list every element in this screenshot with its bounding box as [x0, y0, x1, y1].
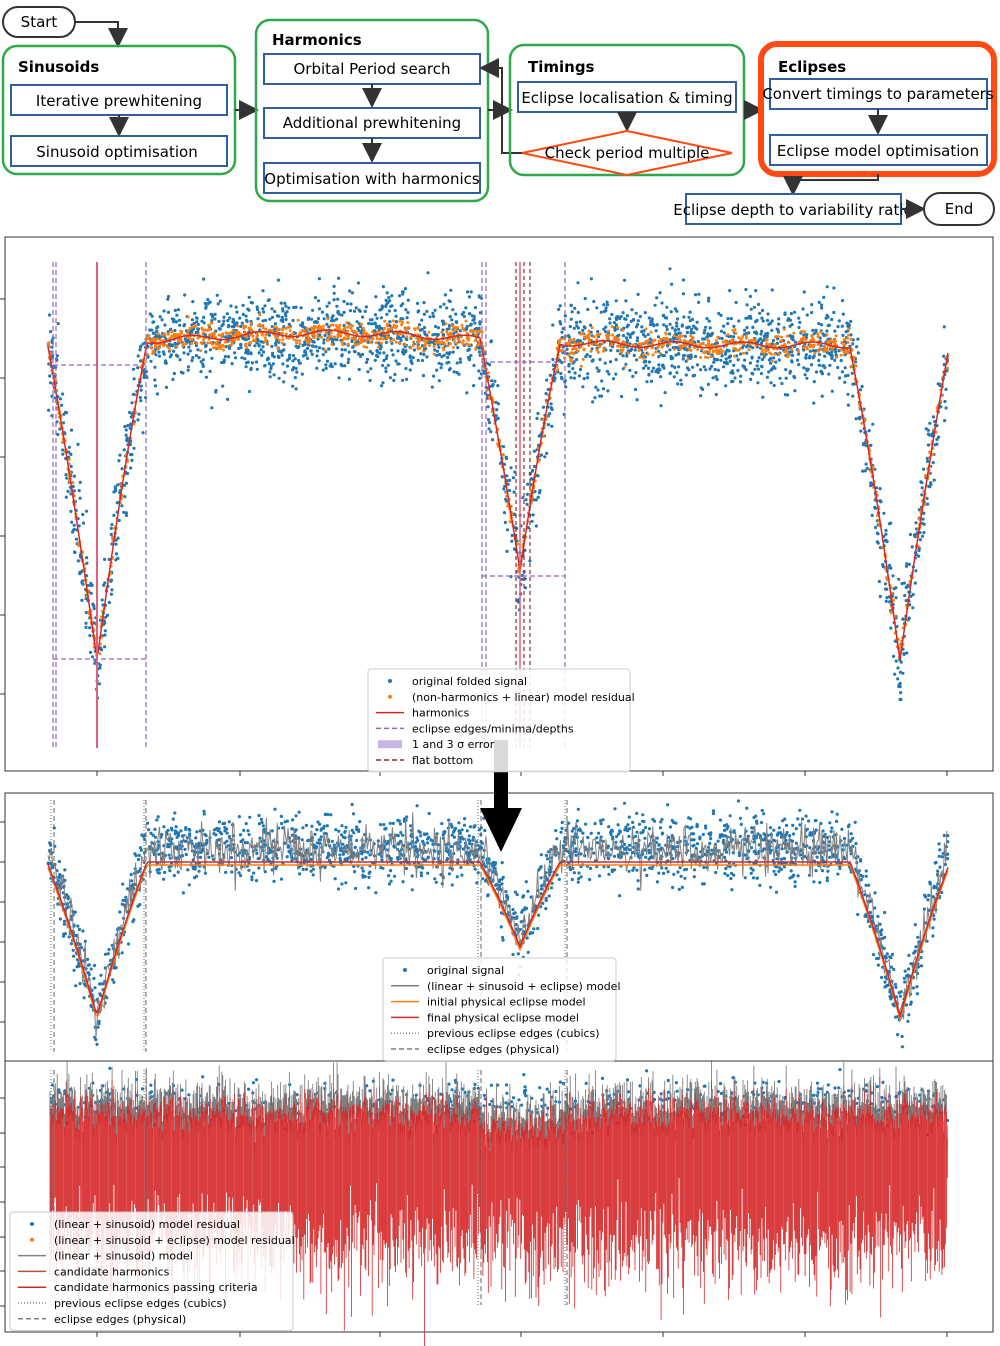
eclipses-title: Eclipses: [778, 58, 846, 76]
depth-ratio-label: Eclipse depth to variability ratio: [673, 201, 912, 219]
end-node: [923, 192, 995, 226]
sinusoids-title: Sinusoids: [18, 58, 99, 76]
panel-3-harmonics-line: [49, 1076, 948, 1346]
orbital-period-search-label: Orbital Period search: [293, 60, 450, 78]
sinusoid-optimisation-label: Sinusoid optimisation: [36, 143, 197, 161]
legend-marker: [388, 694, 392, 699]
legend-box: [367, 668, 631, 773]
additional-prewhitening-box: [263, 107, 481, 139]
panel-2-final-eclipse-model: [47, 861, 949, 1019]
convert-timings-box: [769, 78, 988, 110]
legend-label: original folded signal: [412, 675, 527, 688]
depth-ratio-box: [685, 193, 902, 225]
panel-3-legend: (linear + sinusoid) model residual (linea…: [9, 1211, 295, 1332]
eclipse-localisation-label: Eclipse localisation & timing: [521, 89, 732, 107]
eclipse-model-optimisation-label: Eclipse model optimisation: [777, 142, 979, 160]
panel-2-legend: original signal (linear + sinusoid + ecli…: [382, 957, 621, 1062]
legend-label: flat bottom: [412, 754, 473, 767]
panel-2-composite-model: [47, 812, 948, 1037]
panel-1-legend: original folded signal (non-harmonics + l…: [367, 668, 635, 773]
panel-1-eclipse-edges: [52, 262, 566, 748]
legend-label: candidate harmonics passing criteria: [54, 1281, 258, 1294]
legend-label: final physical eclipse model: [427, 1011, 579, 1024]
start-label: Start: [21, 13, 58, 31]
convert-timings-label: Convert timings to parameters: [762, 85, 994, 103]
legend-label: (linear + sinusoid + eclipse) model resi…: [54, 1234, 295, 1247]
panel-3-residual-lines: [49, 1061, 948, 1346]
legend-marker: [403, 968, 407, 972]
legend-label: candidate harmonics: [54, 1265, 170, 1278]
arrow-start-sinusoids: [75, 21, 128, 48]
legend-label: initial physical eclipse model: [427, 996, 586, 1009]
optimisation-with-harmonics-label: Optimisation with harmonics: [264, 170, 480, 188]
legend-label: harmonics: [412, 707, 470, 720]
sinusoid-optimisation-box: [10, 135, 228, 167]
legend-label: eclipse edges/minima/depths: [412, 722, 574, 735]
legend-label: eclipse edges (physical): [54, 1313, 186, 1326]
legend-label: (linear + sinusoid) model residual: [54, 1218, 240, 1231]
arrow-feedback-period: [479, 58, 526, 154]
legend-label: (linear + sinusoid) model: [54, 1250, 193, 1263]
legend-label: original signal: [427, 964, 504, 977]
panel-3-plot: [0, 1061, 950, 1346]
legend-label: eclipse edges (physical): [427, 1043, 559, 1056]
legend-label: (non-harmonics + linear) model residual: [412, 691, 635, 704]
eclipse-model-optimisation-box: [769, 134, 988, 166]
panel-2-initial-eclipse-model: [47, 864, 949, 1022]
end-label: End: [945, 200, 974, 218]
iterative-prewhitening-label: Iterative prewhitening: [36, 92, 202, 110]
flowchart: Start Sinusoids Iterative prewhitening S…: [1, 6, 997, 226]
harmonics-title: Harmonics: [272, 31, 362, 49]
panel-2-plot: [0, 799, 950, 1052]
panel-1-harmonics-line: [47, 329, 949, 661]
legend-marker: [388, 679, 392, 683]
legend-marker: [30, 1222, 34, 1226]
legend-label: previous eclipse edges (cubics): [54, 1297, 227, 1310]
legend-label: (linear + sinusoid + eclipse) model: [427, 980, 621, 993]
legend-label: 1 and 3 σ error: [412, 738, 495, 751]
legend-marker: [378, 740, 402, 749]
optimisation-with-harmonics-box: [263, 162, 481, 194]
legend-box: [382, 957, 617, 1062]
check-period-label: Check period multiple: [545, 144, 710, 162]
additional-prewhitening-label: Additional prewhitening: [283, 114, 461, 132]
legend-box: [9, 1211, 294, 1332]
timings-title: Timings: [528, 58, 595, 76]
check-period-decision: [521, 129, 733, 177]
panel-1-plot: [0, 262, 950, 776]
legend-label: previous eclipse edges (cubics): [427, 1027, 600, 1040]
orbital-period-search-box: [263, 53, 481, 85]
legend-marker: [30, 1237, 34, 1242]
arrow-eclipses-final: [783, 174, 879, 196]
